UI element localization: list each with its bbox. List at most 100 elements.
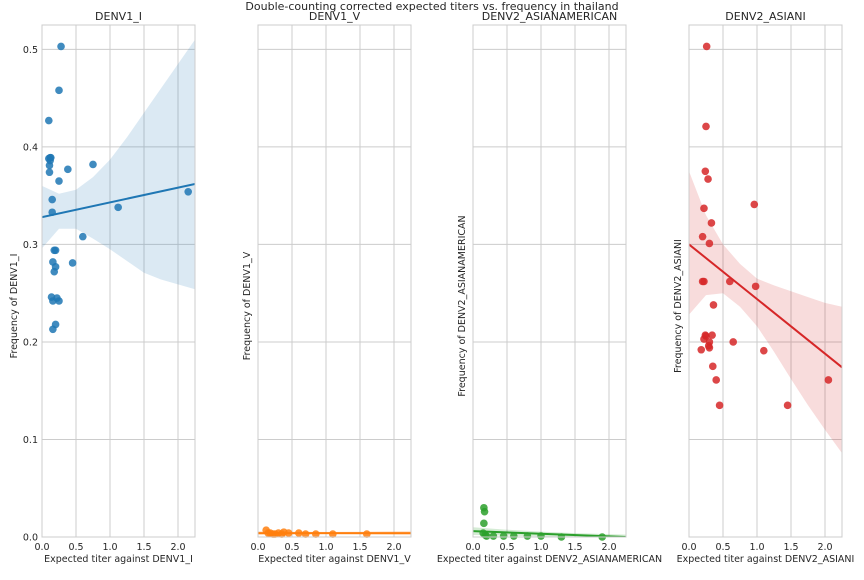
data-point <box>50 267 59 276</box>
data-point <box>55 297 63 305</box>
data-point <box>64 165 72 174</box>
data-point <box>49 325 57 334</box>
data-point <box>48 195 56 204</box>
x-axis-label: Expected titer against DENV1_I <box>44 554 193 565</box>
data-point <box>489 532 498 540</box>
data-point <box>726 277 734 286</box>
data-point <box>698 277 707 286</box>
x-tick-label: 0.0 <box>250 542 265 553</box>
data-point <box>715 401 724 410</box>
data-point <box>751 282 760 291</box>
data-point <box>705 239 714 248</box>
data-point <box>712 376 720 384</box>
x-tick-label: 0.5 <box>715 542 730 553</box>
data-point <box>45 168 54 177</box>
x-tick-label: 0.5 <box>68 542 83 553</box>
data-point <box>284 529 293 537</box>
x-axis-label: Expected titer against DENV2_ASIANAMERIC… <box>437 554 662 565</box>
subplot-title: DENV2_ASIANI <box>725 10 805 23</box>
data-point <box>480 507 489 516</box>
data-point <box>824 376 833 384</box>
data-point <box>480 519 488 528</box>
plot-frame <box>41 24 196 538</box>
x-tick-label: 1.5 <box>352 542 367 553</box>
data-point <box>363 530 371 538</box>
x-axis-label: Expected titer against DENV1_V <box>258 554 411 565</box>
y-tick-label: 0.0 <box>23 533 38 544</box>
x-tick-label: 1.0 <box>749 542 764 553</box>
data-point <box>702 332 710 340</box>
data-point <box>45 116 53 125</box>
x-tick-label: 0.0 <box>681 542 696 553</box>
data-point <box>184 187 192 196</box>
data-point <box>510 532 518 540</box>
data-point <box>537 532 545 540</box>
data-point <box>301 530 310 538</box>
data-point <box>707 219 716 227</box>
data-point <box>729 338 737 346</box>
x-axis-label: Expected titer against DENV2_ASIANI <box>677 554 855 565</box>
x-tick-label: 0.0 <box>34 542 49 553</box>
x-tick-label: 0.5 <box>284 542 299 553</box>
y-tick-label: 0.5 <box>23 45 38 56</box>
data-point <box>704 175 712 183</box>
figure-suptitle: Double-counting corrected expected titer… <box>245 0 619 13</box>
subplot-3 <box>472 24 627 541</box>
data-point <box>700 204 708 213</box>
y-tick-label: 0.4 <box>23 142 38 153</box>
data-point <box>708 331 716 339</box>
x-tick-label: 1.5 <box>783 542 798 553</box>
regression-line <box>689 243 842 369</box>
y-axis-label: Frequency of DENV1_I <box>9 254 20 359</box>
x-tick-label: 2.0 <box>601 542 616 553</box>
data-point <box>114 203 122 212</box>
plot-frame <box>472 24 627 538</box>
data-point <box>760 346 768 355</box>
x-tick-label: 1.0 <box>533 542 548 553</box>
y-axis-label: Frequency of DENV2_ASIANI <box>673 239 684 373</box>
x-tick-label: 1.0 <box>102 542 117 553</box>
data-point <box>783 401 792 410</box>
confidence-band <box>42 39 195 290</box>
data-point <box>89 160 97 169</box>
data-point <box>482 532 491 540</box>
data-point <box>55 177 63 185</box>
data-point <box>709 301 718 309</box>
subplot-title: DENV1_V <box>309 10 361 23</box>
data-point <box>702 42 711 51</box>
data-point <box>523 532 532 540</box>
regression-line <box>42 182 195 219</box>
plot-frame <box>688 24 843 538</box>
data-point <box>709 362 717 371</box>
x-tick-label: 1.0 <box>318 542 333 553</box>
data-point <box>499 532 508 540</box>
data-point <box>48 208 56 217</box>
data-point <box>750 200 759 209</box>
data-point <box>68 259 77 267</box>
subplot-title: DENV1_I <box>95 10 142 23</box>
x-tick-label: 2.0 <box>386 542 401 553</box>
subplot-2 <box>257 24 412 538</box>
data-point <box>697 345 706 354</box>
data-point <box>46 156 54 165</box>
subplot-1 <box>41 24 196 538</box>
x-tick-label: 0.0 <box>465 542 480 553</box>
x-tick-label: 1.5 <box>136 542 151 553</box>
data-point <box>702 122 710 131</box>
data-point <box>701 167 710 176</box>
data-point <box>51 246 60 255</box>
data-point <box>329 530 337 538</box>
subplot-4 <box>688 24 843 538</box>
confidence-band <box>689 171 842 454</box>
y-tick-label: 0.3 <box>23 240 38 251</box>
data-point <box>295 529 303 537</box>
y-tick-label: 0.1 <box>23 435 38 446</box>
data-point <box>698 232 707 241</box>
plot-area <box>689 171 842 454</box>
x-tick-label: 1.5 <box>567 542 582 553</box>
data-point <box>312 530 320 538</box>
y-tick-label: 0.2 <box>23 337 38 348</box>
data-point <box>79 232 87 241</box>
y-axis-label: Frequency of DENV1_V <box>242 251 253 360</box>
